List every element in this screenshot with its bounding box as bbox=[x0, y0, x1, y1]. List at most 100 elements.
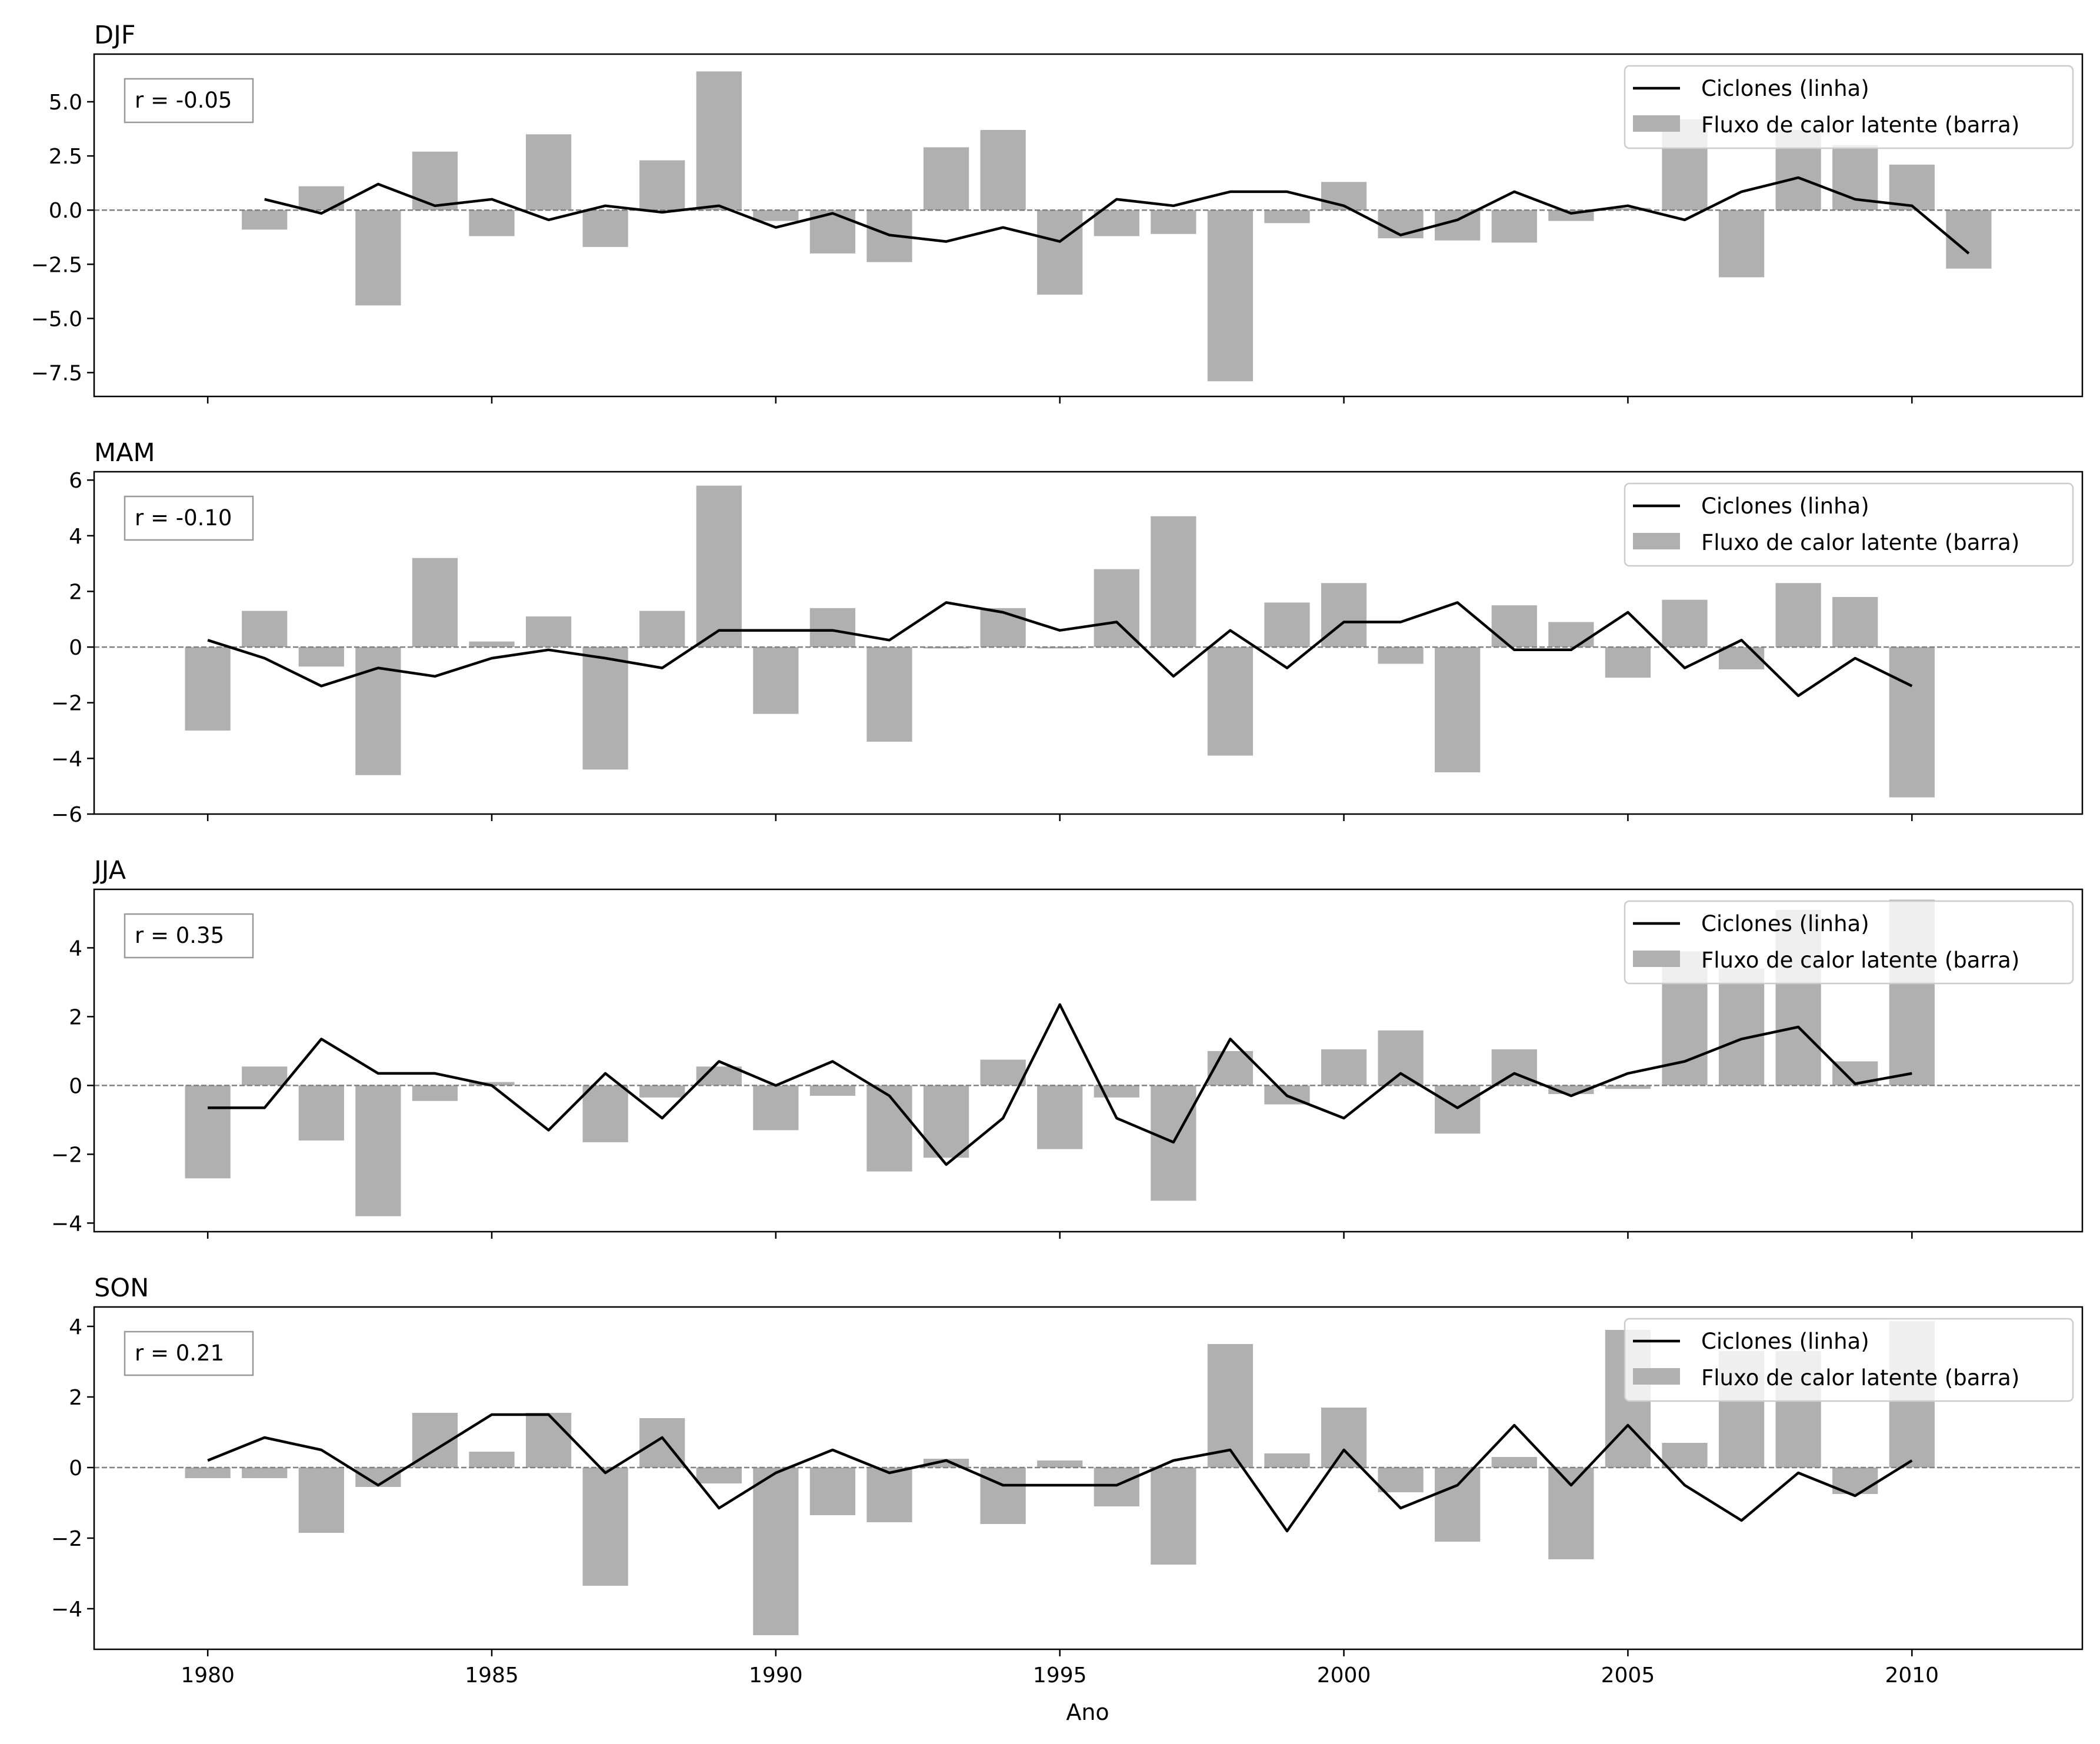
correlation-text: r = -0.10 bbox=[135, 505, 232, 531]
bar-djf-1989 bbox=[696, 71, 742, 211]
bar-djf-1993 bbox=[923, 147, 969, 211]
bar-djf-1996 bbox=[1094, 210, 1139, 236]
bar-son-1985 bbox=[469, 1452, 515, 1468]
legend: Ciclones (linha) Fluxo de calor latente (… bbox=[1624, 65, 2074, 149]
y-tick-label: 4 bbox=[69, 525, 82, 549]
y-tick-label: −6 bbox=[51, 803, 82, 827]
legend-label-cyclones: Ciclones (linha) bbox=[1701, 76, 1869, 101]
legend: Ciclones (linha) Fluxo de calor latente (… bbox=[1624, 900, 2074, 985]
bar-jja-1994 bbox=[980, 1059, 1026, 1086]
x-axis-label: Ano bbox=[1066, 1699, 1109, 1725]
bar-djf-1994 bbox=[980, 129, 1026, 211]
axes-frame bbox=[93, 53, 2084, 398]
y-tick-label: −2 bbox=[51, 692, 82, 716]
bar-son-1989 bbox=[696, 1468, 742, 1483]
bar-mam-2007 bbox=[1718, 647, 1765, 669]
x-tick-label: 2005 bbox=[1601, 1663, 1655, 1688]
y-tick-label: 2 bbox=[69, 1386, 82, 1410]
bar-djf-1987 bbox=[582, 210, 628, 247]
bar-djf-1998 bbox=[1207, 210, 1254, 382]
bar-son-2000 bbox=[1321, 1408, 1367, 1468]
bar-son-1995 bbox=[1037, 1460, 1083, 1468]
y-tick-label: −4 bbox=[51, 1598, 82, 1622]
y-tick-label: −2 bbox=[51, 1143, 82, 1167]
y-tick-label: −5.0 bbox=[31, 307, 82, 331]
panel-title: JJA bbox=[92, 856, 126, 885]
bar-mam-1999 bbox=[1264, 602, 1310, 648]
bar-son-1998 bbox=[1207, 1344, 1254, 1468]
bar-mam-1994 bbox=[980, 608, 1026, 648]
legend-frame bbox=[1624, 900, 2074, 985]
bar-son-1996 bbox=[1094, 1468, 1139, 1506]
y-tick-label: 0 bbox=[69, 636, 82, 660]
bar-mam-1982 bbox=[298, 647, 344, 667]
bar-jja-1981 bbox=[242, 1066, 288, 1086]
bar-son-1992 bbox=[866, 1468, 912, 1522]
bar-son-2002 bbox=[1435, 1468, 1481, 1542]
bar-mam-1980 bbox=[185, 647, 231, 731]
panel-title: DJF bbox=[94, 21, 136, 50]
bar-jja-1982 bbox=[298, 1085, 344, 1141]
legend-frame bbox=[1624, 1318, 2074, 1402]
y-tick-label: 4 bbox=[69, 936, 82, 961]
legend-label-cyclones: Ciclones (linha) bbox=[1701, 493, 1869, 519]
bar-jja-1985 bbox=[469, 1082, 515, 1086]
legend-frame bbox=[1624, 65, 2074, 149]
bar-jja-1992 bbox=[866, 1085, 912, 1172]
cyclone-line-jja bbox=[208, 1003, 1912, 1166]
axes-frame bbox=[93, 1306, 2084, 1650]
legend-frame bbox=[1624, 482, 2074, 567]
bar-son-2004 bbox=[1548, 1468, 1594, 1559]
bar-mam-2006 bbox=[1662, 599, 1708, 648]
panel-mam: −6 −4 −2 0 2 4 6 MAM r = -0.10 Ciclones (linha) Fl… bbox=[51, 438, 2084, 827]
bar-jja-1980 bbox=[185, 1085, 231, 1179]
legend-label-latent-heat: Fluxo de calor latente (barra) bbox=[1701, 1365, 2019, 1390]
legend-label-cyclones: Ciclones (linha) bbox=[1701, 1329, 1869, 1354]
bar-mam-2010 bbox=[1889, 647, 1935, 798]
bar-djf-1995 bbox=[1037, 210, 1083, 295]
legend-label-cyclones: Ciclones (linha) bbox=[1701, 911, 1869, 936]
legend-bar-swatch bbox=[1633, 115, 1680, 132]
bar-mam-2009 bbox=[1832, 596, 1878, 648]
y-tick-label: 5.0 bbox=[49, 91, 82, 115]
y-tick-label: 2 bbox=[69, 1005, 82, 1029]
y-tick-label: −2.5 bbox=[31, 253, 82, 277]
x-tick-label: 1980 bbox=[181, 1663, 235, 1688]
bar-djf-1999 bbox=[1264, 210, 1310, 224]
bar-son-2001 bbox=[1378, 1468, 1424, 1492]
bar-djf-2007 bbox=[1718, 210, 1765, 278]
correlation-text: r = 0.21 bbox=[135, 1340, 224, 1366]
bar-son-1994 bbox=[980, 1468, 1026, 1524]
bar-jja-2007 bbox=[1718, 968, 1765, 1086]
legend-label-latent-heat: Fluxo de calor latente (barra) bbox=[1701, 530, 2019, 555]
bar-son-1980 bbox=[185, 1468, 231, 1478]
bar-jja-2000 bbox=[1321, 1049, 1367, 1086]
bar-jja-1988 bbox=[639, 1085, 685, 1098]
bar-mam-2005 bbox=[1605, 647, 1651, 678]
bar-djf-2003 bbox=[1491, 210, 1537, 243]
bar-jja-1991 bbox=[809, 1085, 856, 1096]
bar-djf-1984 bbox=[412, 151, 458, 211]
bar-djf-1985 bbox=[469, 210, 515, 236]
cyclone-line-djf bbox=[264, 176, 1970, 255]
y-tick-label: −7.5 bbox=[31, 361, 82, 385]
panels-group: −7.5 −5.0 −2.5 0.0 2.5 5.0 DJF r = -0.05 Ciclone… bbox=[31, 21, 2084, 1688]
correlation-box bbox=[124, 78, 254, 124]
bar-jja-1987 bbox=[582, 1085, 628, 1142]
legend-bar-swatch bbox=[1633, 951, 1680, 967]
bar-son-1997 bbox=[1151, 1468, 1196, 1565]
bar-mam-2008 bbox=[1775, 583, 1821, 648]
bar-mam-1981 bbox=[242, 611, 288, 648]
x-tick-label: 1985 bbox=[465, 1663, 519, 1688]
bar-jja-2002 bbox=[1435, 1085, 1481, 1134]
y-tick-label: 2 bbox=[69, 580, 82, 604]
bar-mam-2001 bbox=[1378, 647, 1424, 664]
y-tick-label: 0.0 bbox=[49, 199, 82, 223]
bar-son-1982 bbox=[298, 1468, 344, 1533]
y-tick-label: −2 bbox=[51, 1527, 82, 1551]
bar-jja-2001 bbox=[1378, 1030, 1424, 1086]
bar-jja-1995 bbox=[1037, 1085, 1083, 1149]
bar-mam-2000 bbox=[1321, 583, 1367, 648]
correlation-box bbox=[124, 495, 254, 541]
